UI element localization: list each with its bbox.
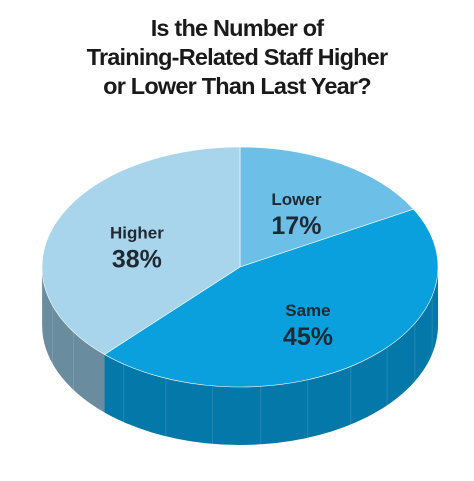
chart-title-line-2: Training-Related Staff Higher: [86, 44, 388, 70]
slice-label-lower: Lower: [271, 190, 321, 209]
side-higher: [42, 267, 105, 413]
slice-label-same: Same: [285, 301, 330, 320]
slice-lower: [239, 146, 415, 268]
slice-higher: [41, 146, 241, 355]
slice-label-higher: Higher: [110, 223, 164, 242]
chart-title-line-1: Is the Number of: [150, 15, 324, 41]
slice-value-higher: 38%: [112, 245, 162, 273]
pie-slices: [41, 146, 439, 388]
slice-value-same: 45%: [283, 323, 333, 351]
slice-value-lower: 17%: [271, 212, 321, 240]
pie-labels: Lower 17% Same 45% Higher 38%: [110, 190, 333, 351]
chart-title-line-3: or Lower Than Last Year?: [103, 73, 371, 99]
pie-sides: [42, 267, 439, 446]
chart-title: Is the Number of Training-Related Staff …: [0, 14, 474, 101]
slice-same: [103, 208, 439, 388]
side-same: [104, 267, 439, 446]
